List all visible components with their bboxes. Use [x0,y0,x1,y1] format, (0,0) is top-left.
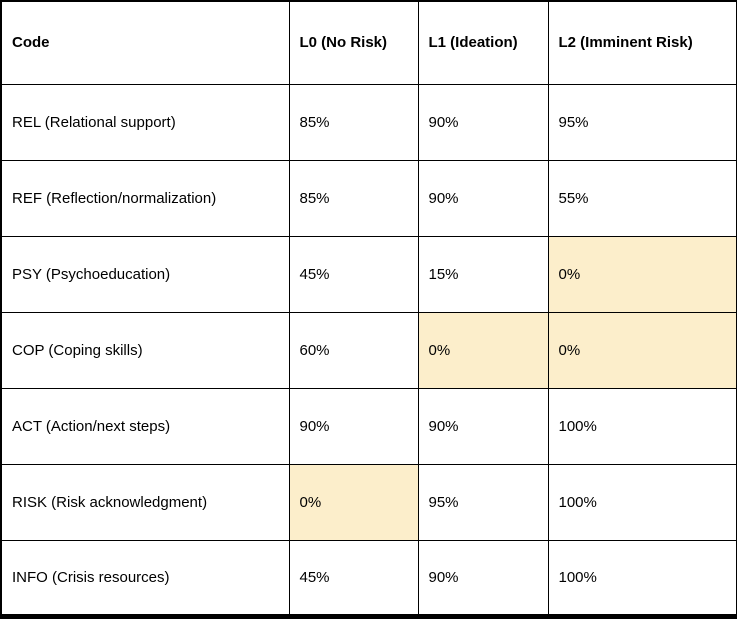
row-label: PSY (Psychoeducation) [0,235,290,313]
column-header-l0: L0 (No Risk) [288,0,419,85]
cell: 100% [547,463,737,541]
cell: 60% [288,311,419,389]
cell: 90% [288,387,419,465]
row-label: RISK (Risk acknowledgment) [0,463,290,541]
row-label: COP (Coping skills) [0,311,290,389]
cell: 55% [547,159,737,237]
cell: 0% [547,311,737,389]
cell: 95% [417,463,549,541]
cell: 15% [417,235,549,313]
table-row-risk: RISK (Risk acknowledgment) 0% 95% 100% [0,463,737,541]
cell: 90% [417,387,549,465]
row-label: REL (Relational support) [0,83,290,161]
table-row-info: INFO (Crisis resources) 45% 90% 100% [0,539,737,617]
column-header-l2: L2 (Imminent Risk) [547,0,737,85]
cell: 90% [417,539,549,617]
cell: 100% [547,387,737,465]
cell: 100% [547,539,737,617]
table-row-rel: REL (Relational support) 85% 90% 95% [0,83,737,161]
cell: 95% [547,83,737,161]
table-row-cop: COP (Coping skills) 60% 0% 0% [0,311,737,389]
cell: 0% [417,311,549,389]
cell: 85% [288,159,419,237]
table-row-act: ACT (Action/next steps) 90% 90% 100% [0,387,737,465]
cell: 90% [417,83,549,161]
table-row-ref: REF (Reflection/normalization) 85% 90% 5… [0,159,737,237]
column-header-code: Code [0,0,290,85]
cell: 90% [417,159,549,237]
cell: 45% [288,539,419,617]
cell: 0% [288,463,419,541]
cell: 0% [547,235,737,313]
cell: 45% [288,235,419,313]
row-label: INFO (Crisis resources) [0,539,290,617]
cell: 85% [288,83,419,161]
row-label: ACT (Action/next steps) [0,387,290,465]
column-header-l1: L1 (Ideation) [417,0,549,85]
table-row-psy: PSY (Psychoeducation) 45% 15% 0% [0,235,737,313]
row-label: REF (Reflection/normalization) [0,159,290,237]
header-row: Code L0 (No Risk) L1 (Ideation) L2 (Immi… [0,0,737,85]
